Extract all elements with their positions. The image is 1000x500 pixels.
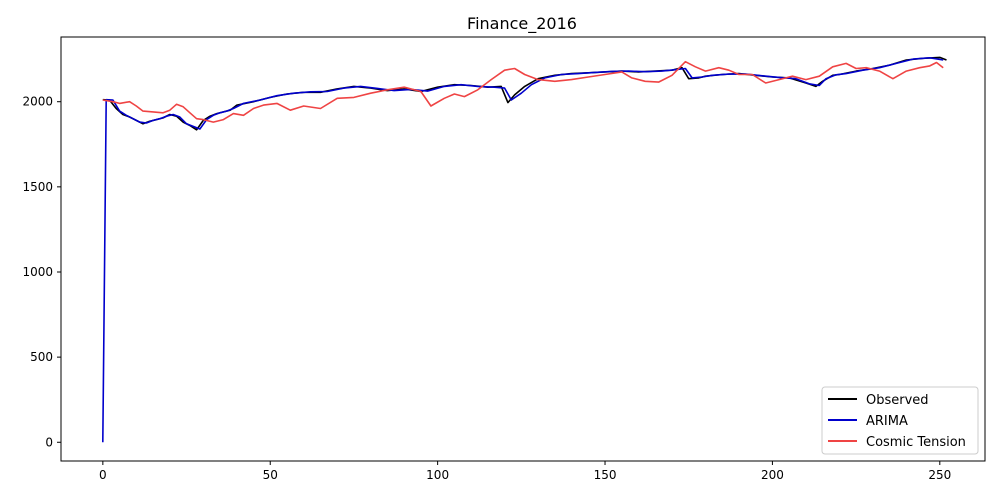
x-tick-label: 200 [761,468,784,482]
legend-label-1: ARIMA [866,414,908,429]
x-tick-label: 0 [99,468,107,482]
series-layer [102,56,947,443]
x-tick-label: 100 [426,468,449,482]
series-line-2 [102,60,944,123]
y-tick-label: 1000 [22,265,53,279]
legend-label-0: Observed [866,393,929,408]
legend: Observed ARIMA Cosmic Tension [821,386,979,455]
plot-frame [60,36,986,462]
x-tick-label: 250 [928,468,951,482]
y-tick-label: 0 [45,435,53,449]
legend-label-2: Cosmic Tension [866,435,966,450]
x-axis: 0 50 100 150 200 250 [99,461,951,482]
x-tick-label: 150 [594,468,617,482]
y-tick-label: 500 [30,350,53,364]
legend-box [821,386,979,455]
y-tick-label: 2000 [22,95,53,109]
x-tick-label: 50 [263,468,278,482]
y-axis: 0 500 1000 1500 2000 [22,95,61,449]
y-tick-label: 1500 [22,180,53,194]
chart-title: Finance_2016 [467,14,577,34]
